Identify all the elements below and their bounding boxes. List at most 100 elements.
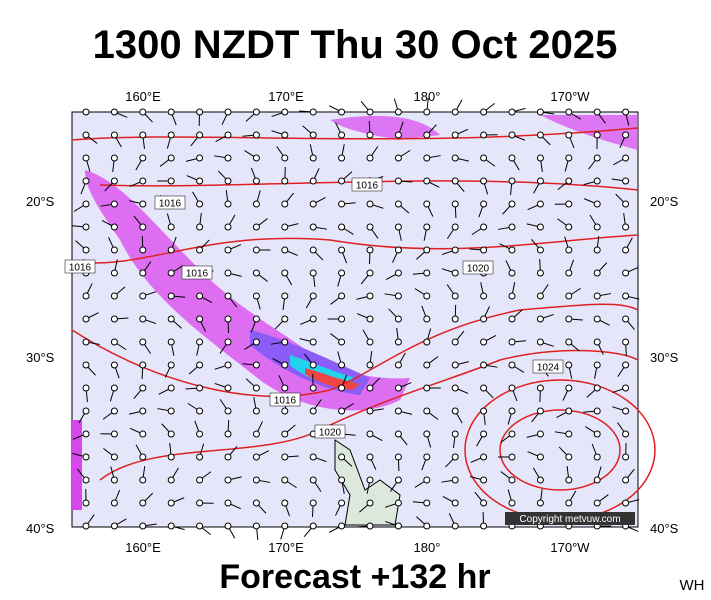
barb-station xyxy=(224,361,232,369)
isobar-label-box xyxy=(154,195,186,210)
barb-station xyxy=(139,108,147,116)
barb-station xyxy=(252,292,260,300)
barb-station xyxy=(167,315,175,323)
barb-station xyxy=(252,246,260,254)
barb-station xyxy=(423,223,431,231)
barb-station xyxy=(82,384,90,392)
barb-station xyxy=(565,499,573,507)
barb-station xyxy=(196,407,204,415)
copyright-box xyxy=(505,512,635,525)
barb-station xyxy=(565,269,573,277)
barb-station xyxy=(167,430,175,438)
barb-station xyxy=(622,315,630,323)
barb-station xyxy=(224,200,232,208)
barb-station xyxy=(622,292,630,300)
barb-station xyxy=(338,200,346,208)
barb-station xyxy=(167,361,175,369)
barb-station xyxy=(338,108,346,116)
barb-station xyxy=(309,269,317,277)
barb-station xyxy=(565,476,573,484)
barb-station xyxy=(622,200,630,208)
barb-station xyxy=(536,131,544,139)
barb-station xyxy=(82,476,90,484)
barb-station xyxy=(224,384,232,392)
barb-station xyxy=(593,453,601,461)
barb-station xyxy=(167,407,175,415)
barb-station xyxy=(593,476,601,484)
barb-station xyxy=(366,200,374,208)
barb-station xyxy=(281,223,289,231)
lon-label: 170°E xyxy=(268,89,304,104)
barb-station xyxy=(622,223,630,231)
barb-station xyxy=(309,453,317,461)
barb-station xyxy=(593,269,601,277)
lon-label: 160°E xyxy=(125,89,161,104)
isobar-label-box xyxy=(314,424,346,439)
barb-station xyxy=(423,430,431,438)
barb-station xyxy=(536,223,544,231)
barb-station xyxy=(423,131,431,139)
barb-station xyxy=(110,384,118,392)
isobar-label: 1020 xyxy=(319,428,342,439)
barb-station xyxy=(196,361,204,369)
lon-label: 170°W xyxy=(550,540,590,555)
barb-station xyxy=(82,131,90,139)
barb-station xyxy=(423,361,431,369)
barb-station xyxy=(252,499,260,507)
barb-station xyxy=(593,338,601,346)
barb-station xyxy=(224,522,232,530)
barb-station xyxy=(338,384,346,392)
barb-station xyxy=(622,177,630,185)
barb-station xyxy=(593,246,601,254)
barb-station xyxy=(451,361,459,369)
barb-station xyxy=(281,338,289,346)
barb-station xyxy=(110,476,118,484)
barb-station xyxy=(196,154,204,162)
barb-station xyxy=(394,292,402,300)
barb-station xyxy=(309,108,317,116)
barb-station xyxy=(593,407,601,415)
barb-station xyxy=(536,476,544,484)
barb-station xyxy=(366,361,374,369)
barb-station xyxy=(366,384,374,392)
barb-station xyxy=(366,453,374,461)
barb-station xyxy=(394,131,402,139)
barb-station xyxy=(139,315,147,323)
barb-station xyxy=(565,315,573,323)
barb-station xyxy=(622,453,630,461)
barb-station xyxy=(82,200,90,208)
barb-station xyxy=(536,200,544,208)
lat-label: 40°S xyxy=(650,521,679,536)
barb-station xyxy=(451,246,459,254)
barb-station xyxy=(508,453,516,461)
corner-label: WH xyxy=(680,577,705,594)
barb-station xyxy=(281,154,289,162)
copyright: Copyright metvuw.com xyxy=(519,514,620,525)
barb-station xyxy=(565,177,573,185)
barb-station xyxy=(536,269,544,277)
forecast-label: Forecast +132 hr xyxy=(219,558,490,596)
barb-station xyxy=(423,108,431,116)
barb-station xyxy=(196,453,204,461)
barb-station xyxy=(252,453,260,461)
lon-label: 170°E xyxy=(268,540,304,555)
barb-station xyxy=(423,499,431,507)
barb-station xyxy=(196,292,204,300)
barb-station xyxy=(366,292,374,300)
barb-station xyxy=(565,154,573,162)
barb-station xyxy=(565,131,573,139)
barb-station xyxy=(167,246,175,254)
lon-label: 160°E xyxy=(125,540,161,555)
barb-station xyxy=(252,522,260,530)
barb-station xyxy=(423,453,431,461)
barb-station xyxy=(480,200,488,208)
barb-station xyxy=(394,407,402,415)
barb-station xyxy=(252,200,260,208)
barb-station xyxy=(281,177,289,185)
barb-station xyxy=(593,177,601,185)
title: 1300 NZDT Thu 30 Oct 2025 xyxy=(93,23,618,67)
lat-label: 40°S xyxy=(26,521,55,536)
barb-station xyxy=(252,361,260,369)
barb-station xyxy=(281,131,289,139)
barb-station xyxy=(451,200,459,208)
